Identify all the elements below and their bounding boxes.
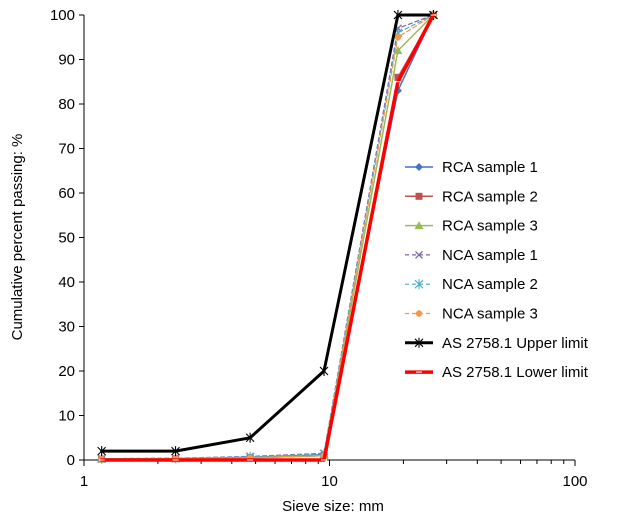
x-axis-title: Sieve size: mm [282,498,384,515]
legend-marker [415,163,423,171]
y-tick-label: 70 [58,141,75,158]
series-1 [97,11,438,464]
legend-marker [415,250,423,259]
y-tick-label: 80 [58,96,75,113]
series-line [100,14,434,460]
legend-item: RCA sample 3 [405,218,538,235]
series-8 [98,13,437,462]
legend-item: NCA sample 3 [405,306,538,323]
x-tick-label: 10 [321,473,338,490]
y-tick-label: 50 [58,230,75,247]
y-tick-label: 0 [67,452,75,469]
series-7 [97,10,438,457]
series-line [100,14,434,460]
legend-item: AS 2758.1 Upper limit [405,335,589,352]
y-tick-label: 30 [58,319,75,336]
legend-marker [415,192,423,200]
x-tick-label: 100 [562,473,587,490]
x-tick-label: 1 [80,473,88,490]
series-3 [97,10,438,463]
data-point [97,446,107,457]
axes [83,15,575,461]
data-point [394,73,402,81]
y-axis-title: Cumulative percent passing: % [9,134,26,341]
legend-marker [414,337,424,348]
data-point [393,10,403,20]
legend-label: RCA sample 1 [442,159,538,176]
legend-label: AS 2758.1 Lower limit [442,364,589,381]
data-point [171,446,180,457]
y-tick-label: 60 [58,185,75,202]
series-line [100,13,435,453]
series-group [97,10,438,464]
series-line [99,13,436,462]
y-tick-label: 40 [58,274,75,291]
y-tick-label: 20 [58,363,75,380]
y-tick-label: 100 [50,7,75,24]
legend-label: NCA sample 2 [442,276,538,293]
y-tick-label: 90 [58,52,75,69]
legend-item: AS 2758.1 Lower limit [405,364,589,381]
y-tick-label: 10 [58,408,75,425]
x-axis-ticks: 1 10 100 [80,460,588,490]
legend-item: NCA sample 1 [405,247,538,264]
data-point [245,432,255,443]
legend-label: NCA sample 3 [442,306,538,323]
legend: RCA sample 1 RCA sample 2 RCA sample 3 NCA … [405,159,589,381]
legend-item: NCA sample 2 [405,276,538,293]
legend-item: RCA sample 2 [405,188,538,205]
series-5 [97,10,438,464]
legend-marker [414,221,424,230]
legend-marker [415,310,423,317]
legend-label: NCA sample 1 [442,247,538,264]
legend-label: RCA sample 2 [442,188,538,205]
legend-label: RCA sample 3 [442,218,538,235]
legend-marker [414,279,424,290]
data-point [394,34,402,41]
legend-label: AS 2758.1 Upper limit [442,335,589,352]
y-axis-ticks: 0 10 20 30 40 50 60 70 80 90 100 [50,7,84,469]
legend-item: RCA sample 1 [405,159,538,176]
data-point [319,366,329,376]
